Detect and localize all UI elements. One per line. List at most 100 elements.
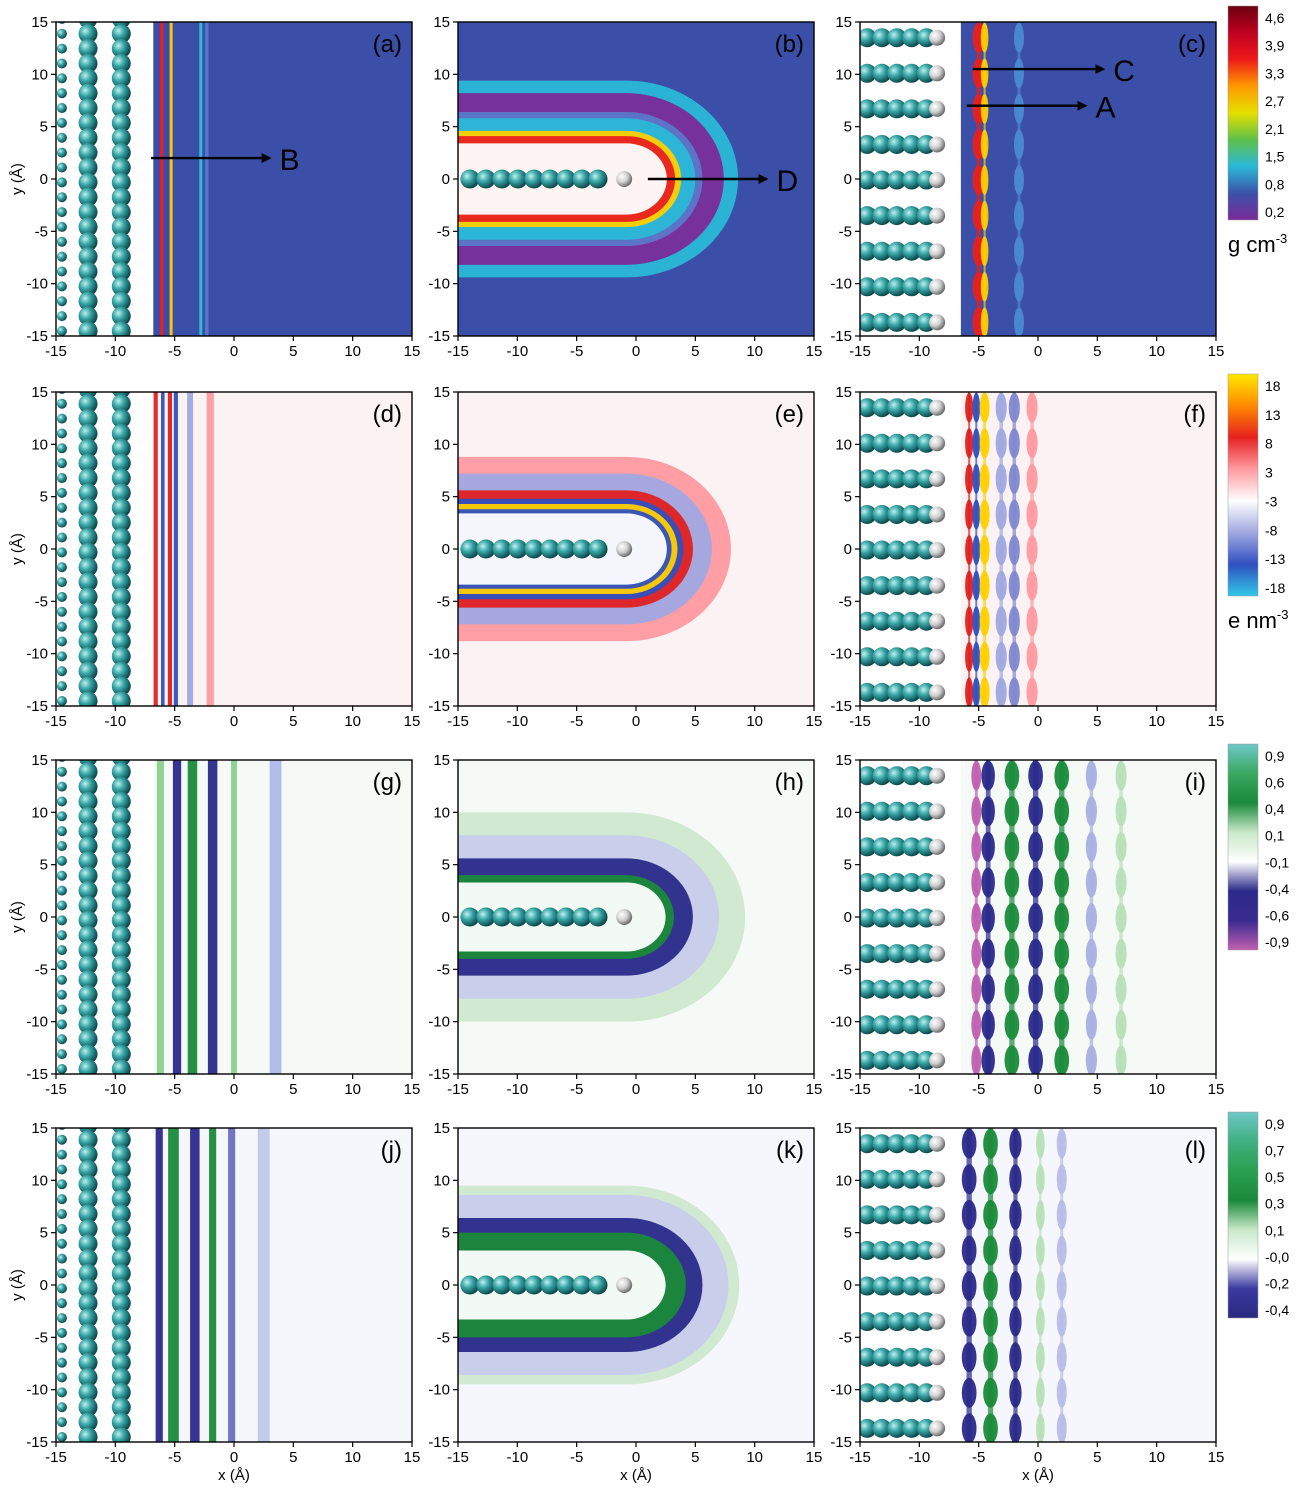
carbon-atom [860,682,877,702]
carbon-atom [860,944,877,964]
carbon-atom [111,202,131,222]
carbon-atom [111,247,131,267]
carbon-atom [887,1383,907,1403]
carbon-atom [572,169,592,189]
carbon-atom [111,113,131,133]
y-tick-label: 15 [835,752,852,769]
x-tick-label: -15 [45,1449,67,1466]
carbon-atom [56,666,67,677]
carbon-atom [902,837,922,857]
carbon-atom [887,908,907,928]
carbon-atom [78,1219,98,1239]
carbon-atom [872,1169,892,1189]
carbon-atom [111,910,131,930]
y-tick-label: 15 [433,14,450,31]
carbon-atom [588,907,608,927]
carbon-atom [111,483,131,503]
y-tick-label: -15 [26,1066,48,1083]
carbon-atom [860,99,877,119]
carbon-atom [56,221,67,232]
x-tick-label: -5 [972,1449,985,1466]
x-tick-label: 15 [1208,1449,1225,1466]
x-tick-label: 15 [404,713,421,730]
carbon-atom [902,1418,922,1438]
colorbar-gradient [1227,1111,1259,1319]
y-tick-label: 10 [835,66,852,83]
carbon-atom [111,187,131,207]
carbon-atom [111,39,131,59]
panel-b: -15 -10 -5 0 5 10 15 15 10 5 0 -5 -10 -15 (b) D [428,14,822,360]
carbon-atom [111,762,131,782]
carbon-atom [78,468,98,488]
colorbar-tick-label: -3 [1265,493,1278,509]
carbon-atom [860,398,877,418]
carbon-atom [111,128,131,148]
carbon-atom [556,907,576,927]
carbon-atom [56,1179,67,1190]
carbon-atom [902,277,922,297]
panel-label: (j) [381,1137,402,1164]
carbon-atom [111,143,131,163]
x-tick-label: 5 [289,713,297,730]
y-tick-label: 0 [442,909,450,926]
carbon-atom [56,177,67,188]
carbon-atom [56,1004,67,1015]
carbon-atom [887,1347,907,1367]
carbon-atom [872,398,892,418]
carbon-atom [860,170,877,190]
x-tick-label: -5 [168,343,181,360]
y-tick-label: -10 [26,1382,48,1399]
carbon-atom [111,1278,131,1298]
annotation-label: A [1095,92,1115,125]
carbon-atom [56,251,67,262]
carbon-atom [476,169,496,189]
carbon-atom [56,58,67,69]
carbon-atom [56,989,67,1000]
carbon-atom [78,157,98,177]
hydrogen-atom [929,100,946,117]
carbon-atom [111,836,131,856]
x-tick-label: 5 [691,1449,699,1466]
hydrogen-atom [616,1277,633,1293]
y-tick-label: -15 [428,698,450,715]
water-layer-band [985,760,991,1074]
carbon-atom [56,930,67,941]
carbon-atom [78,1412,98,1432]
colorbar-tick-label: 0,4 [1265,801,1285,817]
y-tick-label: 10 [31,1172,48,1189]
carbon-atom [56,855,67,866]
x-tick-label: 10 [1148,343,1165,360]
carbon-atom [78,762,98,782]
x-tick-label: -5 [972,1081,985,1098]
carbon-atom [111,438,131,458]
carbon-atom [78,394,98,414]
carbon-atom [860,277,877,297]
carbon-atom [902,1347,922,1367]
carbon-atom [111,1174,131,1194]
carbon-atom [540,907,560,927]
carbon-atom [887,1312,907,1332]
carbon-atom [78,483,98,503]
x-axis-label: x (Å) [218,1467,250,1484]
carbon-atom [872,469,892,489]
x-tick-label: 0 [632,343,640,360]
annotation-label: C [1113,55,1135,88]
carbon-atom [111,1219,131,1239]
water-layer-band [1032,760,1039,1074]
water-layer-band [1017,22,1021,336]
carbon-atom [860,28,877,48]
carbon-atom [56,606,67,617]
carbon-atom [78,632,98,652]
y-tick-label: -15 [26,328,48,345]
carbon-atom [56,281,67,292]
y-tick-label: 0 [844,171,852,188]
carbon-atom [78,187,98,207]
carbon-atom [56,325,67,336]
y-tick-label: 0 [40,171,48,188]
carbon-atom [524,169,544,189]
carbon-atom [860,908,877,928]
carbon-atom [78,321,98,336]
carbon-atom [56,236,67,247]
y-tick-label: -5 [839,223,852,240]
water-layer-band [1059,760,1065,1074]
